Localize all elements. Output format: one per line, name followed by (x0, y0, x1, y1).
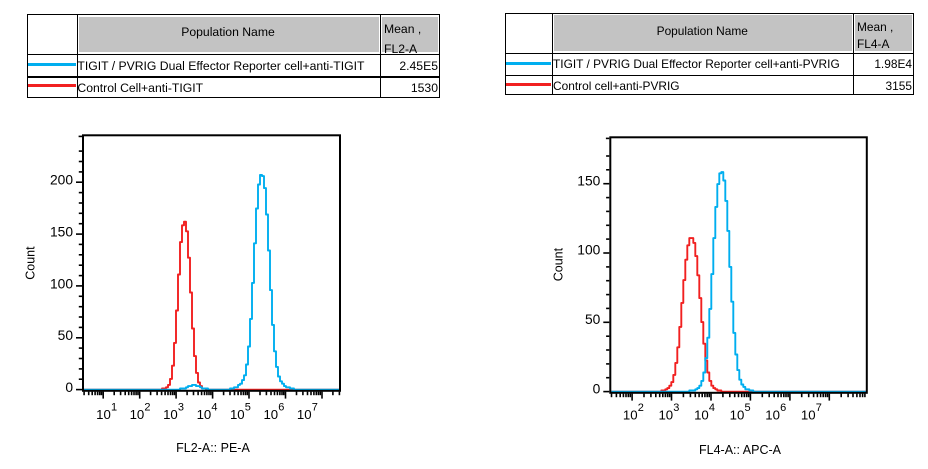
svg-text:5: 5 (745, 402, 751, 414)
svg-text:100: 100 (577, 243, 600, 258)
svg-text:7: 7 (312, 402, 318, 414)
svg-text:0: 0 (593, 381, 601, 396)
svg-text:10: 10 (694, 407, 709, 422)
svg-text:10: 10 (263, 407, 278, 422)
svg-text:10: 10 (801, 407, 816, 422)
svg-text:10: 10 (658, 407, 673, 422)
svg-text:0: 0 (65, 380, 73, 395)
svg-text:6: 6 (278, 402, 284, 414)
svg-text:7: 7 (816, 402, 822, 414)
svg-text:50: 50 (58, 328, 74, 343)
svg-text:10: 10 (230, 407, 245, 422)
svg-text:50: 50 (585, 312, 601, 327)
svg-text:FL4-A:: APC-A: FL4-A:: APC-A (699, 443, 782, 457)
svg-text:100: 100 (50, 276, 73, 291)
svg-text:1: 1 (111, 402, 117, 414)
svg-text:10: 10 (197, 407, 212, 422)
svg-text:4: 4 (211, 402, 217, 414)
svg-text:Count: Count (552, 247, 566, 281)
svg-text:150: 150 (50, 225, 73, 240)
svg-text:10: 10 (623, 407, 638, 422)
svg-text:4: 4 (709, 402, 715, 414)
svg-text:FL2-A:: PE-A: FL2-A:: PE-A (176, 441, 250, 455)
svg-text:10: 10 (130, 407, 145, 422)
svg-text:10: 10 (297, 407, 312, 422)
svg-text:5: 5 (245, 402, 251, 414)
svg-text:2: 2 (144, 402, 150, 414)
svg-text:3: 3 (673, 402, 679, 414)
svg-text:3: 3 (178, 402, 184, 414)
svg-text:10: 10 (96, 407, 111, 422)
svg-text:10: 10 (765, 407, 780, 422)
svg-text:200: 200 (50, 173, 73, 188)
svg-text:6: 6 (780, 402, 786, 414)
svg-text:10: 10 (163, 407, 178, 422)
svg-text:150: 150 (577, 173, 600, 188)
svg-text:2: 2 (638, 402, 644, 414)
svg-text:10: 10 (730, 407, 745, 422)
svg-text:Count: Count (24, 246, 38, 280)
